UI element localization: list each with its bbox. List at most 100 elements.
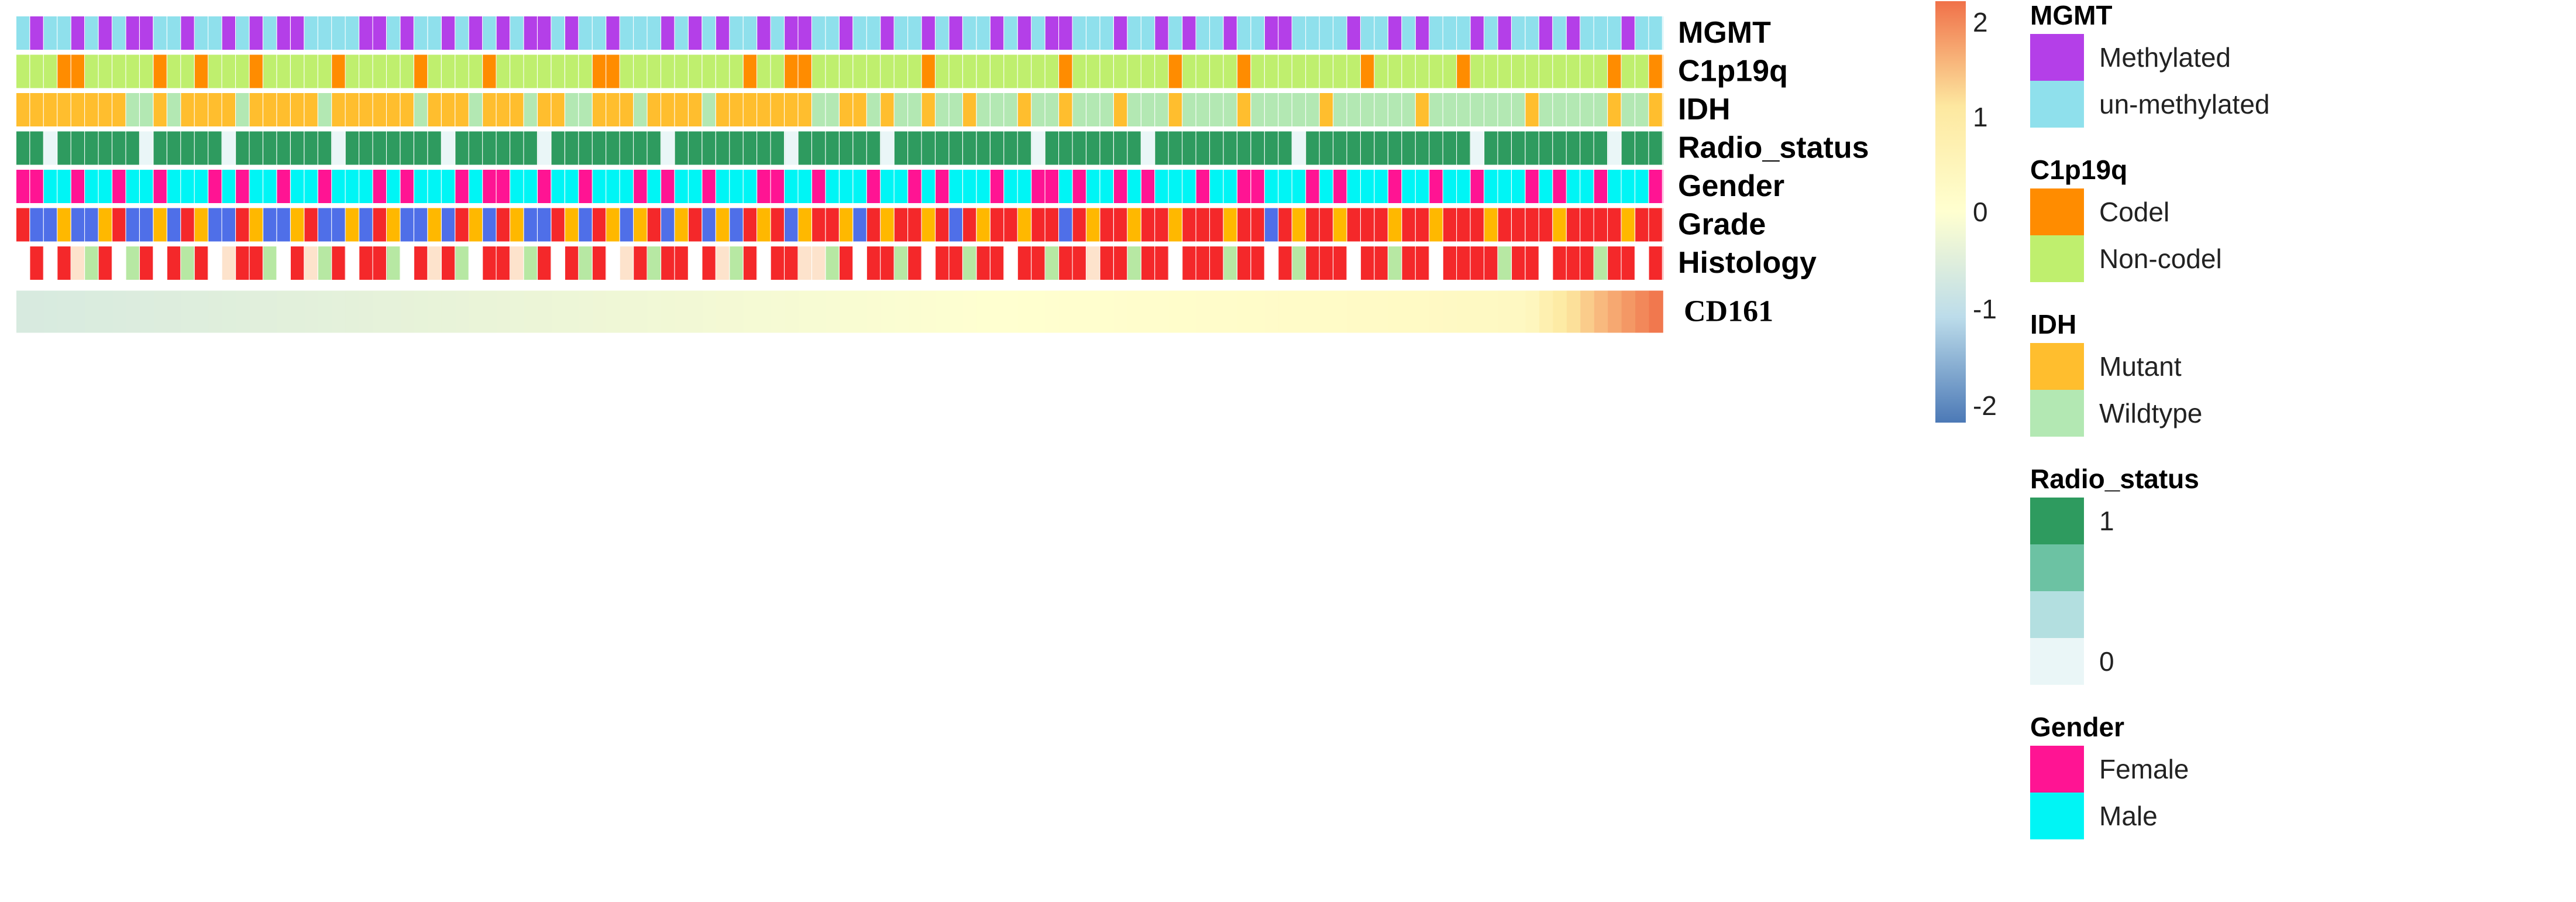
cell-grade-49 [675,208,689,242]
cell-gap [784,54,785,88]
cell-gap [729,54,730,88]
cell-radio-status-74 [1017,131,1032,165]
cell-idh-94 [1292,93,1306,126]
cell-gap [797,246,799,280]
cell-grade-5 [71,208,85,242]
cell-mgmt-73 [1004,16,1019,50]
cell-c1p19q-102 [1402,54,1416,88]
cell-gap [276,246,277,280]
cell-idh-85 [1168,93,1183,126]
cell-gap [43,246,44,280]
cell-gap [1497,246,1498,280]
cell-histology-15 [208,246,223,280]
cell-gender-20 [277,170,291,203]
cd161-cell-16 [222,290,236,333]
cell-gap [331,54,332,88]
cd161-cell-111 [1525,290,1540,333]
cell-mgmt-61 [840,16,854,50]
cell-gap [646,246,648,280]
cell-gap [825,54,826,88]
cell-grade-85 [1168,208,1183,242]
cell-radio-status-110 [1512,131,1526,165]
cell-idh-104 [1429,93,1444,126]
cell-gap [784,131,785,165]
legend-swatch [2030,343,2084,390]
cd161-cell-61 [840,290,854,333]
cell-gap [43,208,44,242]
cell-mgmt-46 [634,16,648,50]
cell-gap [811,54,813,88]
cell-gap [1113,131,1114,165]
cell-gap [880,208,881,242]
cell-histology-10 [140,246,154,280]
cell-radio-status-43 [592,131,607,165]
cell-grade-23 [318,208,332,242]
cell-gap [1113,93,1114,126]
cell-grade-57 [785,208,799,242]
cell-idh-74 [1017,93,1032,126]
cell-gap [43,170,44,203]
cell-gender-26 [359,170,374,203]
cell-gap [441,54,442,88]
cell-gender-34 [469,170,483,203]
cell-gap [1566,93,1567,126]
cell-gap [742,246,744,280]
cell-gender-60 [826,170,840,203]
cell-gender-75 [1031,170,1046,203]
cell-radio-status-63 [866,131,881,165]
cell-grade-42 [579,208,593,242]
cell-gender-44 [606,170,621,203]
cell-gap [962,16,964,50]
cell-c1p19q-12 [167,54,181,88]
cell-gap [701,16,703,50]
cell-grade-89 [1223,208,1238,242]
cell-mgmt-17 [236,16,250,50]
cd161-cell-31 [428,290,442,333]
cell-gender-86 [1182,170,1197,203]
cell-gender-28 [387,170,401,203]
cell-c1p19q-35 [483,54,497,88]
cell-gender-30 [414,170,429,203]
cell-c1p19q-68 [936,54,950,88]
cell-mgmt-9 [126,16,140,50]
cell-idh-79 [1086,93,1101,126]
cell-grade-82 [1127,208,1142,242]
cell-gap [1209,93,1210,126]
cell-grade-41 [565,208,580,242]
cell-gap [578,208,579,242]
cell-histology-70 [963,246,978,280]
cell-c1p19q-120 [1649,54,1663,88]
cell-gender-84 [1155,170,1170,203]
cell-gap [1415,131,1416,165]
legend-label: Codel [2099,197,2169,227]
cell-gap [1662,246,1663,280]
cell-gender-97 [1333,170,1348,203]
cell-histology-24 [332,246,346,280]
cell-gender-106 [1457,170,1471,203]
cell-c1p19q-51 [702,54,717,88]
cell-histology-5 [71,246,85,280]
cd161-cell-95 [1306,290,1320,333]
cell-mgmt-53 [730,16,744,50]
cell-idh-3 [43,93,58,126]
cell-radio-status-35 [483,131,497,165]
cell-histology-68 [936,246,950,280]
cell-idh-1 [16,93,31,126]
cell-radio-status-13 [181,131,195,165]
legend-swatch [2030,498,2084,544]
cell-gap [838,16,840,50]
cell-gap [441,170,442,203]
cell-mgmt-99 [1361,16,1375,50]
cell-gap [43,93,44,126]
cell-gap [1058,208,1060,242]
cell-grade-96 [1319,208,1334,242]
cell-histology-20 [277,246,291,280]
cell-histology-29 [400,246,415,280]
cell-radio-status-57 [785,131,799,165]
cell-histology-26 [359,246,374,280]
cell-radio-status-84 [1155,131,1170,165]
cell-gap [591,246,593,280]
cell-c1p19q-67 [921,54,936,88]
cell-mgmt-83 [1141,16,1155,50]
cell-gap [441,208,442,242]
